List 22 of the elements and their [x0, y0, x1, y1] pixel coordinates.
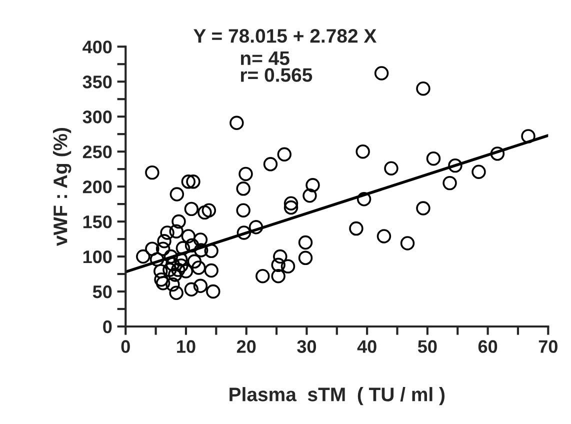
annotation: n= 45 — [240, 52, 290, 66]
y-tick-label: 400 — [82, 40, 112, 54]
x-tick-label: 40 — [357, 340, 376, 353]
x-tick-label: 30 — [297, 340, 316, 353]
x-tick-label: 20 — [236, 340, 256, 353]
x-tick-label: 0 — [121, 340, 130, 353]
y-tick-label: 200 — [82, 180, 112, 194]
y-tick-label: 300 — [82, 110, 112, 124]
annotation: r= 0.565 — [240, 68, 312, 82]
y-tick-label: 100 — [83, 250, 112, 264]
x-axis-title: Plasma sTM ( TU / ml ) — [230, 387, 445, 406]
y-tick-label: 0 — [103, 320, 112, 334]
chart-title: Y = 78.015 + 2.782 X — [194, 29, 377, 43]
y-tick-label: 150 — [83, 215, 112, 228]
y-tick-label: 250 — [82, 146, 112, 158]
y-tick-label: 50 — [92, 285, 112, 298]
x-tick-label: 10 — [177, 340, 196, 353]
y-axis-title: vWF : Ag (%) — [52, 128, 72, 246]
x-tick-label: 60 — [478, 340, 498, 353]
y-tick-label: 350 — [82, 76, 112, 88]
x-tick-label: 70 — [538, 340, 558, 353]
x-tick-label: 50 — [418, 340, 437, 353]
